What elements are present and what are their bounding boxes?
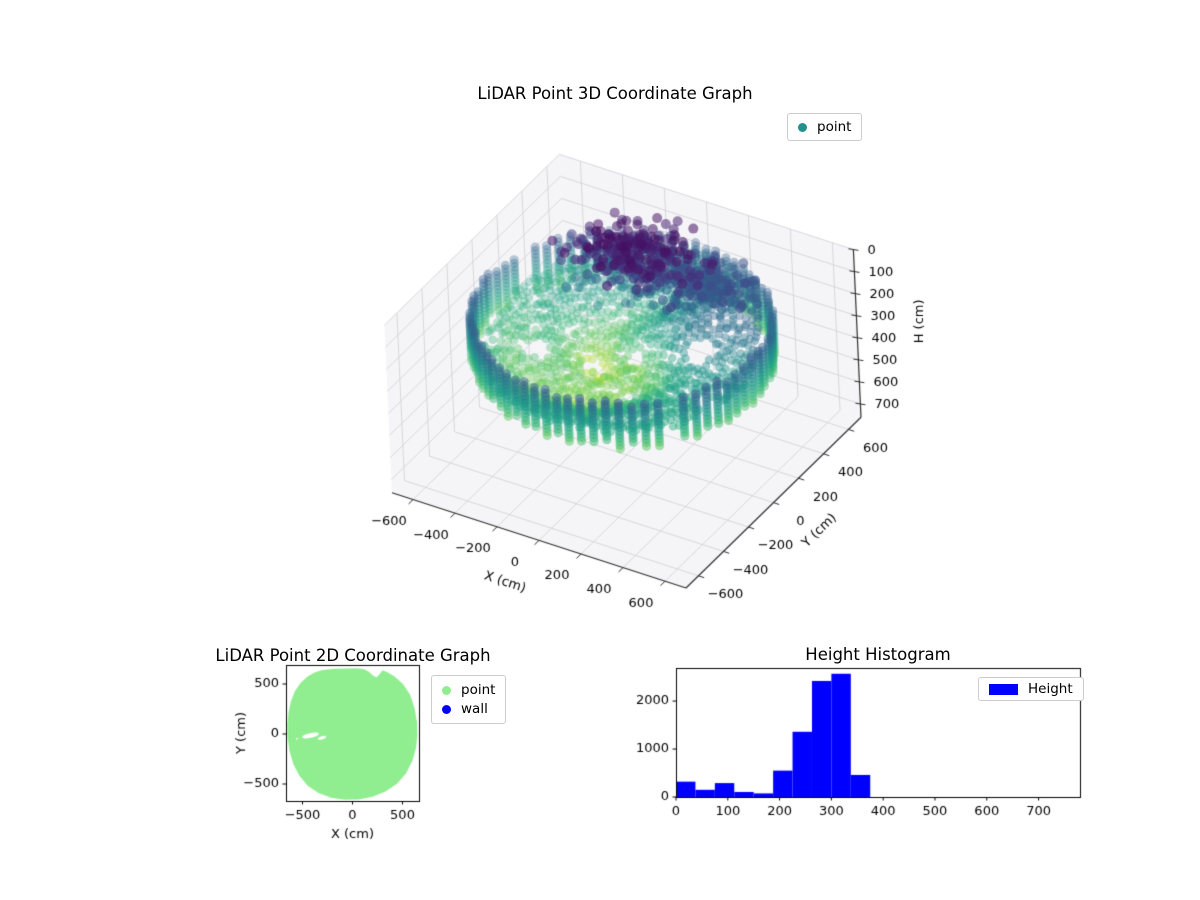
- plot3d-canvas: [290, 105, 960, 650]
- legend-label: wall: [461, 701, 488, 717]
- legend-item-wall: wall: [442, 701, 495, 717]
- height-patch-icon: [989, 683, 1018, 695]
- plot2d-canvas: [216, 655, 436, 860]
- point-marker-icon: [798, 122, 807, 132]
- plot3d-title: LiDAR Point 3D Coordinate Graph: [477, 84, 753, 103]
- point-marker-icon: [442, 685, 451, 695]
- legend-item-point: point: [442, 682, 495, 698]
- legend-item-height: Height: [989, 681, 1073, 697]
- wall-marker-icon: [442, 704, 451, 714]
- legend-label: point: [461, 682, 496, 698]
- legend-item-point: point: [798, 119, 851, 135]
- legend-label: point: [817, 119, 852, 135]
- plot3d-legend: point: [787, 113, 863, 141]
- plot2d-legend: point wall: [431, 675, 507, 724]
- legend-label: Height: [1028, 681, 1073, 697]
- hist-legend: Height: [978, 677, 1084, 701]
